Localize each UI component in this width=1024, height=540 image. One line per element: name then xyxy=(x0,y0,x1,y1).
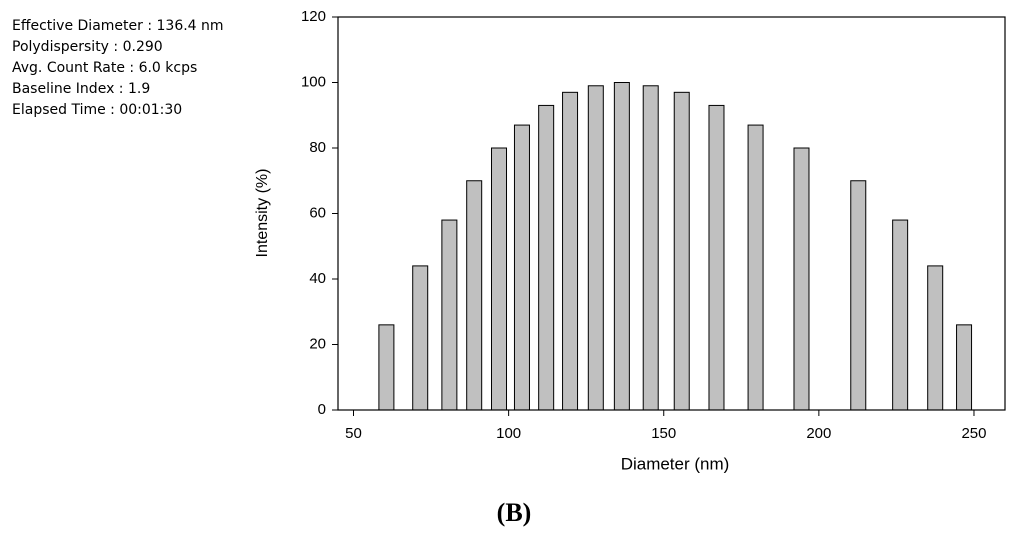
annotation: Polydispersity : 0.290 xyxy=(12,39,163,55)
annotation: Elapsed Time : 00:01:30 xyxy=(12,102,182,118)
bar xyxy=(850,180,867,411)
x-tick-label: 250 xyxy=(961,425,986,442)
x-tick-label: 200 xyxy=(806,425,831,442)
bar xyxy=(466,180,483,411)
bar xyxy=(412,265,429,411)
y-tick-label: 20 xyxy=(309,335,326,352)
y-axis-label: Intensity (%) xyxy=(254,169,271,258)
bar xyxy=(673,91,690,411)
annotation: Baseline Index : 1.9 xyxy=(12,81,150,97)
bar xyxy=(613,82,630,411)
bar xyxy=(513,124,530,411)
bar xyxy=(892,219,909,411)
plot-frame xyxy=(337,16,1006,411)
bar xyxy=(956,324,973,411)
x-tick-label: 50 xyxy=(345,425,362,442)
bar xyxy=(441,219,458,411)
bar xyxy=(587,85,604,411)
bar xyxy=(642,85,659,411)
bar xyxy=(562,91,579,411)
bar xyxy=(793,147,810,411)
y-tick-label: 0 xyxy=(318,401,326,418)
y-tick-label: 120 xyxy=(301,8,326,25)
annotation: Effective Diameter : 136.4 nm xyxy=(12,18,224,34)
annotation: Avg. Count Rate : 6.0 kcps xyxy=(12,60,197,76)
bar xyxy=(538,104,555,411)
bar xyxy=(378,324,395,411)
bar xyxy=(927,265,944,411)
y-tick-label: 60 xyxy=(309,204,326,221)
bar xyxy=(708,104,725,411)
bar xyxy=(491,147,508,411)
caption: (B) xyxy=(497,498,532,527)
y-tick-label: 80 xyxy=(309,139,326,156)
x-axis-label: Diameter (nm) xyxy=(621,454,730,473)
x-tick-label: 150 xyxy=(651,425,676,442)
bar xyxy=(747,124,764,411)
y-tick-label: 40 xyxy=(309,270,326,287)
y-tick-label: 100 xyxy=(301,73,326,90)
x-tick-label: 100 xyxy=(496,425,521,442)
